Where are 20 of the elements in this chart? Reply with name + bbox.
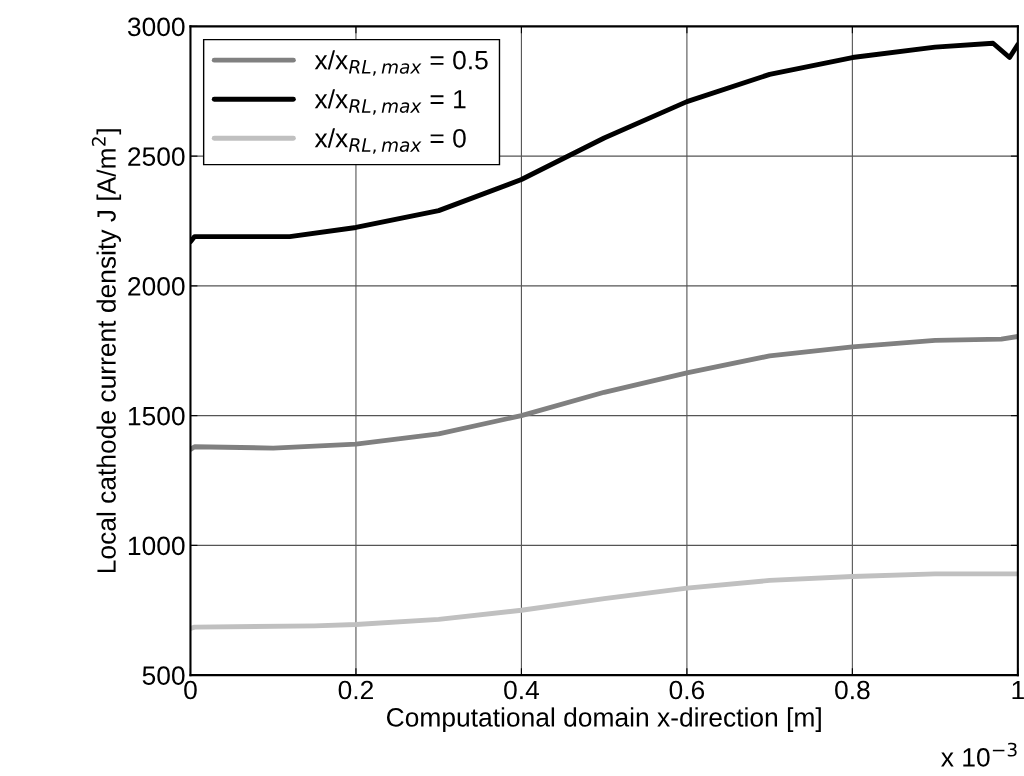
legend-label: x/x$_{RL,max}$ = 1: [314, 89, 466, 115]
y-axis-title: Local cathode current density J [A/m$^{2}$]: [91, 129, 122, 573]
text: x 10$^{−3}$: [941, 742, 1017, 767]
y-tick-label: 2500: [128, 147, 185, 166]
legend-label: x/x$_{RL,max}$ = 0: [314, 128, 466, 154]
y-tick-label: 500: [142, 666, 185, 685]
x-tick-label: 1: [1012, 680, 1024, 700]
x-tick-label: 0.8: [835, 680, 870, 700]
x-tick-label: 0.6: [669, 680, 705, 700]
line-series: [190, 571, 1018, 631]
x-tick-label: 0.2: [338, 680, 373, 700]
y-tick-label: 1500: [128, 406, 185, 426]
y-tick-label: 1000: [128, 536, 185, 556]
x-tick-label: 0.4: [504, 680, 539, 700]
x-tick-label: 0: [184, 680, 197, 700]
y-tick-label: 3000: [127, 17, 185, 37]
line-series: [190, 334, 1018, 452]
x-axis-title: Computational domain x-direction [m]: [386, 707, 821, 732]
y-tick-label: 2000: [128, 277, 185, 296]
legend-label: x/x$_{RL,max}$ = 0.5: [314, 50, 488, 76]
